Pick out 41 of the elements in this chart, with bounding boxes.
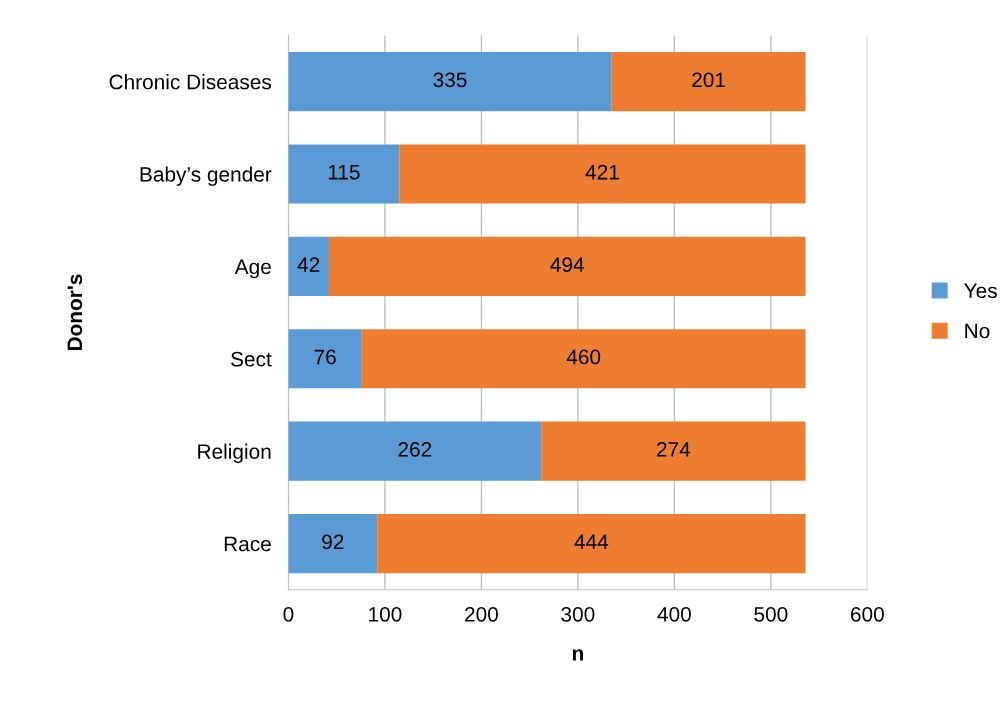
data-label: 335 — [433, 72, 467, 88]
data-label: 274 — [657, 442, 691, 457]
x-tick-label: 100 — [369, 606, 402, 622]
data-label: 460 — [566, 349, 601, 365]
bar — [611, 52, 806, 112]
bar — [541, 421, 806, 481]
y-tick-label: Race — [224, 536, 271, 552]
bar — [399, 144, 806, 204]
x-tick-label: 300 — [561, 606, 595, 622]
y-axis-title: Donor's — [67, 274, 83, 351]
x-tick-label: 0 — [283, 606, 294, 622]
y-tick-label: Sect — [231, 351, 272, 367]
data-label: 444 — [574, 534, 609, 549]
data-label: 42 — [297, 257, 320, 272]
bar — [361, 329, 806, 389]
y-tick-label: Age — [234, 259, 271, 279]
data-label: 421 — [585, 164, 619, 180]
data-label: 115 — [328, 165, 360, 180]
bar — [288, 514, 378, 574]
bar — [288, 421, 542, 481]
bar — [288, 236, 329, 296]
data-label: 201 — [692, 72, 725, 88]
legend-label: No — [965, 323, 990, 339]
x-tick-label: 200 — [465, 606, 498, 622]
data-label: 92 — [322, 534, 344, 550]
bar — [288, 52, 612, 112]
y-tick-label: Chronic Diseases — [109, 74, 272, 90]
data-label: 262 — [398, 442, 432, 457]
data-label: 494 — [550, 257, 585, 272]
data-label: 76 — [314, 349, 336, 365]
bar — [377, 514, 806, 574]
bar — [288, 329, 362, 389]
bar — [328, 236, 806, 296]
x-tick-label: 500 — [754, 606, 788, 622]
x-tick-label: 600 — [851, 606, 884, 622]
x-tick-label: 400 — [657, 606, 691, 622]
legend-label: Yes — [964, 283, 997, 299]
y-tick-label: Religion — [198, 443, 271, 464]
bar — [288, 144, 400, 204]
y-tick-label: Baby’s gender — [140, 166, 272, 186]
x-axis-title: n — [572, 649, 583, 661]
